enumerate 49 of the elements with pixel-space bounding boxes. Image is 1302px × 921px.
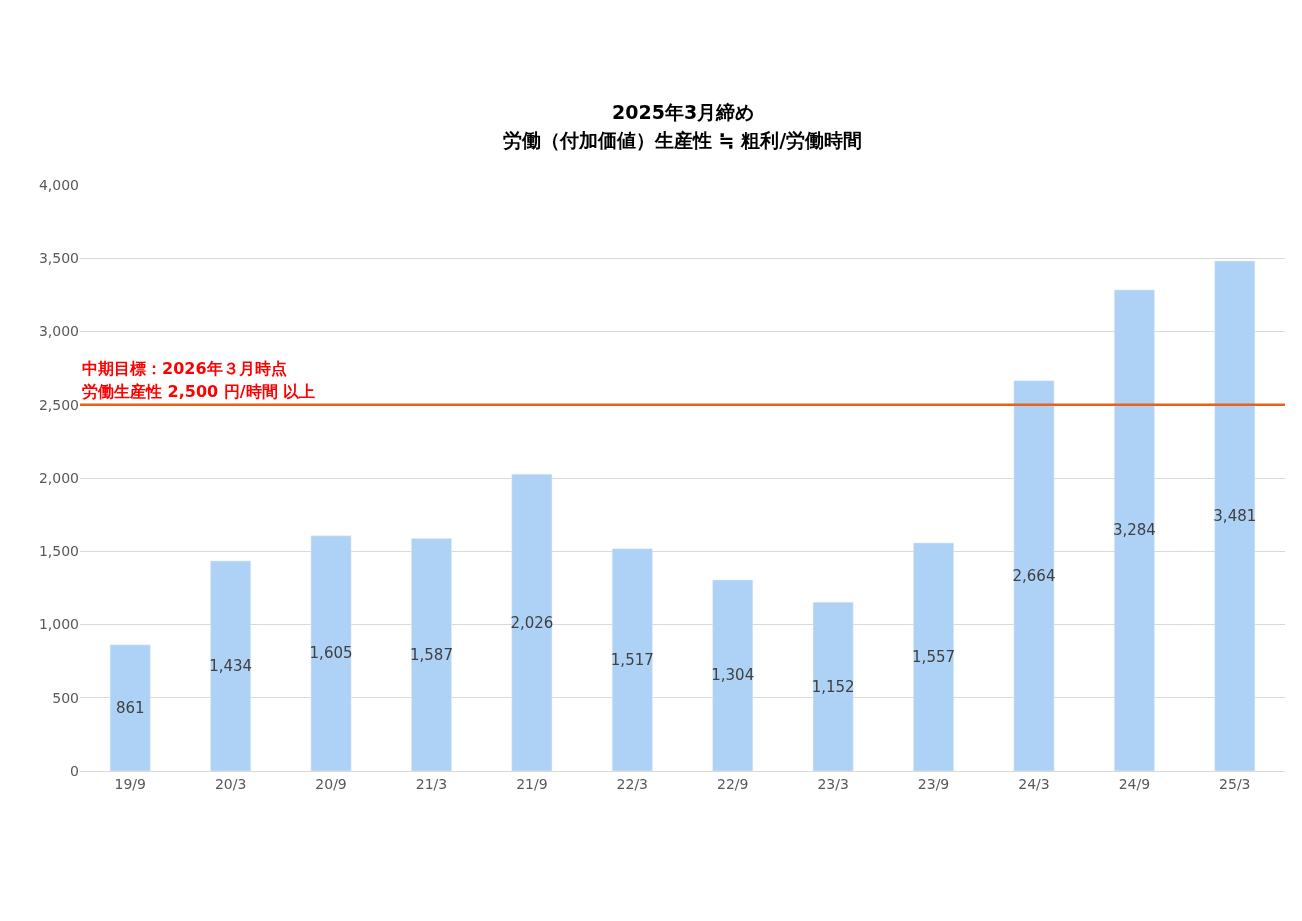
x-tick-label: 21/9	[516, 775, 548, 792]
x-tick-label: 20/9	[315, 775, 347, 792]
data-label: 1,152	[811, 677, 855, 696]
data-label: 1,605	[309, 644, 353, 663]
bar	[812, 601, 854, 771]
x-tick-label: 19/9	[114, 775, 146, 792]
bar	[1114, 289, 1155, 771]
data-label: 1,304	[711, 666, 755, 685]
bar	[913, 542, 954, 771]
x-tick-label: 22/9	[716, 775, 749, 792]
y-tick-label: 3,500	[38, 250, 79, 267]
x-tick-label: 25/3	[1219, 775, 1251, 792]
data-label: 1,587	[409, 645, 453, 664]
chart-subtitle: 労働（付加価値）生産性 ≒ 粗利/労働時間	[503, 129, 863, 151]
y-tick-label: 2,000	[38, 469, 79, 486]
y-tick-label: 4,000	[38, 176, 79, 193]
x-tick-label: 24/9	[1118, 775, 1151, 792]
bar	[1214, 260, 1256, 771]
x-tick-label: 22/3	[616, 775, 649, 792]
ref-line-label: 中期目標：2026年３月時点	[82, 359, 287, 378]
x-tick-label: 20/3	[214, 775, 247, 792]
data-label: 2,664	[1012, 566, 1056, 585]
data-label: 3,481	[1213, 507, 1257, 526]
x-tick-label: 24/3	[1018, 775, 1050, 792]
bar	[210, 560, 251, 771]
data-label: 861	[115, 698, 145, 717]
data-label: 1,517	[610, 650, 654, 669]
bar	[1013, 380, 1055, 771]
y-tick-label: 0	[70, 762, 79, 779]
data-label: 3,284	[1112, 521, 1156, 540]
bar	[611, 548, 653, 771]
bar	[511, 473, 553, 771]
chart-title: 2025年3月締め	[612, 101, 755, 123]
y-tick-label: 500	[52, 689, 79, 706]
y-tick-label: 1,500	[38, 543, 79, 560]
data-label: 1,557	[912, 647, 956, 666]
x-tick-label: 23/9	[917, 775, 950, 792]
bar	[310, 535, 352, 771]
y-tick-label: 1,000	[38, 616, 79, 633]
annotation: 労働生産性 2,500 円/時間 以上	[82, 382, 316, 401]
bar	[411, 538, 452, 771]
x-tick-label: 21/3	[415, 775, 448, 792]
bar	[109, 644, 151, 771]
y-tick-label: 2,500	[38, 396, 79, 413]
data-label: 1,434	[209, 656, 253, 675]
bar	[712, 579, 754, 771]
data-label: 2,026	[510, 613, 554, 632]
x-tick-label: 23/3	[817, 775, 849, 792]
y-tick-label: 3,000	[38, 323, 79, 340]
